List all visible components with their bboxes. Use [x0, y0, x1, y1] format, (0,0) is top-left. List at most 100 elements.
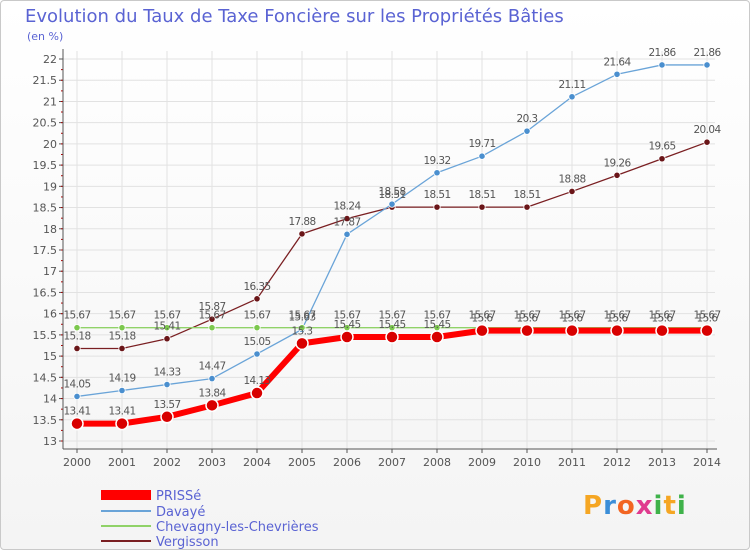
- data-point: [433, 203, 441, 211]
- data-point: [523, 203, 531, 211]
- data-label: 15.6: [517, 313, 539, 325]
- data-label: 20.04: [693, 124, 721, 136]
- data-point: [118, 324, 126, 332]
- chart-title: Evolution du Taux de Taxe Foncière sur l…: [25, 6, 564, 27]
- y-tick-label: 19.5: [33, 159, 58, 172]
- data-label: 14.19: [108, 372, 135, 384]
- data-point: [163, 324, 171, 332]
- data-point: [703, 61, 711, 69]
- logo-letter: i: [676, 491, 687, 521]
- data-point: [118, 386, 126, 395]
- data-point: [343, 230, 351, 238]
- x-tick-label: 2002: [153, 456, 181, 469]
- data-point: [658, 155, 666, 163]
- data-label: 17.87: [333, 216, 360, 228]
- data-point: [208, 375, 216, 383]
- y-tick-label: 17: [43, 265, 57, 278]
- x-tick-label: 2000: [63, 456, 91, 469]
- data-label: 18.51: [468, 189, 495, 201]
- data-point: [250, 386, 264, 400]
- data-label: 18.51: [378, 189, 405, 201]
- data-point: [115, 416, 129, 431]
- legend-label: Vergisson: [156, 535, 219, 550]
- data-label: 15.45: [423, 319, 450, 331]
- y-tick-label: 16: [43, 308, 57, 321]
- data-point: [433, 169, 441, 177]
- x-tick-label: 2010: [513, 456, 541, 469]
- y-tick-label: 22: [43, 53, 57, 66]
- data-point: [655, 323, 669, 338]
- data-label: 15.67: [558, 310, 585, 322]
- data-label: 15.6: [697, 313, 719, 325]
- data-label: 15.67: [333, 310, 360, 322]
- data-point: [613, 70, 621, 78]
- logo-letter: r: [603, 491, 617, 521]
- y-tick-label: 15: [43, 350, 57, 363]
- y-tick-label: 15.5: [33, 329, 58, 342]
- x-tick-label: 2008: [423, 456, 451, 469]
- data-point: [388, 200, 396, 208]
- data-label: 18.58: [378, 186, 405, 198]
- logo-letter: P: [583, 491, 604, 521]
- data-label: 21.86: [648, 47, 676, 59]
- data-label: 15.6: [472, 313, 494, 325]
- data-point: [343, 214, 351, 223]
- data-point: [658, 61, 666, 69]
- logo-letter: o: [616, 491, 636, 521]
- data-label: 21.64: [603, 56, 631, 68]
- x-tick-label: 2004: [243, 456, 271, 469]
- data-label: 21.11: [558, 79, 585, 91]
- unit-label: (en %): [27, 30, 64, 43]
- data-point: [568, 93, 576, 101]
- y-tick-label: 19: [43, 180, 57, 193]
- data-label: 15.67: [198, 310, 225, 322]
- data-point: [295, 336, 309, 351]
- data-point: [298, 324, 306, 332]
- data-label: 15.67: [108, 310, 135, 322]
- data-label: 15.67: [693, 310, 720, 322]
- data-label: 15.6: [562, 313, 584, 325]
- x-tick-label: 2005: [288, 456, 316, 469]
- grid-lines: [63, 51, 715, 449]
- data-point: [478, 152, 486, 160]
- data-label: 15.63: [288, 311, 315, 323]
- data-point: [73, 324, 81, 332]
- data-point: [340, 330, 354, 344]
- data-label: 15.45: [333, 319, 360, 331]
- data-point: [253, 350, 261, 358]
- legend-label: Chevagny-les-Chevrières: [156, 520, 319, 535]
- data-label: 15.67: [63, 310, 90, 322]
- data-label: 19.32: [423, 155, 450, 167]
- data-label: 14.05: [63, 378, 90, 390]
- data-point: [208, 324, 216, 332]
- x-tick-label: 2001: [108, 456, 136, 469]
- data-point: [253, 295, 261, 303]
- y-tick-label: 13: [43, 435, 57, 448]
- legend-label: Davayé: [156, 505, 205, 520]
- data-point: [520, 323, 534, 338]
- data-point: [163, 380, 171, 389]
- x-tick-label: 2009: [468, 456, 496, 469]
- data-label: 21.86: [693, 47, 721, 59]
- x-tick-label: 2012: [603, 456, 631, 469]
- x-tick-label: 2014: [693, 456, 721, 469]
- data-point: [430, 330, 444, 344]
- y-tick-label: 20: [43, 138, 57, 151]
- data-point: [73, 392, 81, 401]
- data-label: 15.6: [652, 313, 674, 325]
- data-point: [703, 138, 711, 146]
- data-point: [205, 398, 219, 413]
- data-label: 15.67: [288, 310, 315, 322]
- x-tick-label: 2007: [378, 456, 406, 469]
- data-label: 15.67: [153, 310, 180, 322]
- data-label: 13.41: [108, 406, 135, 418]
- data-label: 14.33: [153, 367, 180, 379]
- x-tick-label: 2006: [333, 456, 361, 469]
- y-tick-label: 13.5: [33, 414, 58, 427]
- data-label: 19.65: [648, 141, 675, 153]
- data-point: [70, 416, 84, 431]
- data-label: 15.67: [513, 310, 540, 322]
- y-tick-label: 21: [43, 95, 57, 108]
- data-label: 14.13: [243, 375, 270, 387]
